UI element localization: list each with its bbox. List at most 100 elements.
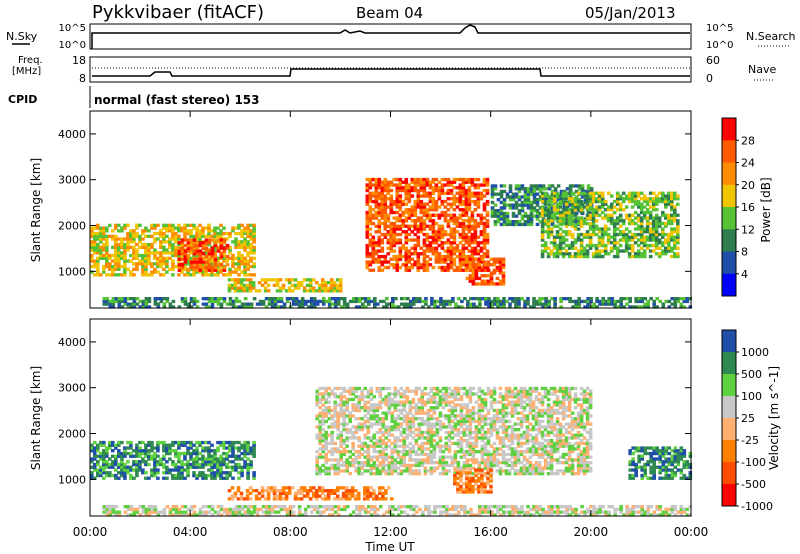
range-time-cell xyxy=(108,302,113,306)
range-time-cell xyxy=(564,249,569,253)
range-time-cell xyxy=(213,273,217,277)
range-time-cell xyxy=(604,299,608,304)
range-time-cell xyxy=(419,263,424,267)
range-time-cell xyxy=(138,462,142,467)
range-time-cell xyxy=(318,436,322,440)
range-time-cell xyxy=(633,252,638,256)
range-time-cell xyxy=(657,241,662,245)
range-time-cell xyxy=(555,246,560,250)
range-time-cell xyxy=(559,192,564,196)
range-time-cell xyxy=(246,462,250,467)
range-time-cell xyxy=(207,440,211,445)
range-time-cell xyxy=(129,465,133,469)
range-time-cell xyxy=(437,232,442,237)
range-time-cell xyxy=(624,197,629,201)
range-time-cell xyxy=(311,494,316,498)
range-time-cell xyxy=(189,446,193,450)
range-time-cell xyxy=(216,440,220,445)
range-time-cell xyxy=(192,243,197,248)
range-time-cell xyxy=(374,205,379,209)
range-time-cell xyxy=(342,297,347,301)
range-time-cell xyxy=(588,199,593,204)
range-time-cell xyxy=(339,439,343,443)
range-time-cell xyxy=(422,252,427,256)
range-time-cell xyxy=(390,414,395,418)
range-time-cell xyxy=(114,226,118,230)
range-time-cell xyxy=(673,299,678,304)
range-time-cell xyxy=(464,180,469,184)
range-time-cell xyxy=(499,217,504,221)
range-time-cell xyxy=(434,230,439,234)
range-time-cell xyxy=(508,198,513,202)
range-time-cell xyxy=(437,252,442,256)
range-time-cell xyxy=(410,194,415,198)
range-time-cell xyxy=(570,232,575,237)
range-time-cell xyxy=(455,221,460,226)
range-time-cell xyxy=(225,256,229,260)
range-time-cell xyxy=(369,491,373,495)
range-time-cell xyxy=(624,241,629,245)
range-time-cell xyxy=(296,281,301,285)
range-time-cell xyxy=(425,183,430,187)
range-time-cell xyxy=(299,497,304,501)
range-time-cell xyxy=(243,454,247,458)
range-time-cell xyxy=(129,234,133,238)
range-time-cell xyxy=(377,257,382,261)
range-time-cell xyxy=(219,305,224,309)
range-time-cell xyxy=(543,210,548,215)
range-time-cell xyxy=(186,468,190,472)
range-time-cell xyxy=(240,262,244,266)
range-time-cell xyxy=(399,400,404,404)
range-time-cell xyxy=(348,411,352,415)
range-time-cell xyxy=(612,246,617,250)
range-time-cell xyxy=(366,428,371,432)
range-time-cell xyxy=(201,446,205,450)
range-time-cell xyxy=(386,238,391,242)
range-time-cell xyxy=(402,447,407,451)
range-time-cell xyxy=(630,243,635,248)
noise-right-tick-top: 10^5 xyxy=(706,23,733,34)
range-time-cell xyxy=(538,214,543,218)
range-time-cell xyxy=(379,299,383,304)
range-time-cell xyxy=(431,197,436,201)
range-time-cell xyxy=(165,299,170,304)
range-time-cell xyxy=(297,299,302,304)
range-time-cell xyxy=(96,256,100,260)
range-time-cell xyxy=(390,397,395,402)
range-time-cell xyxy=(213,297,218,301)
range-time-cell xyxy=(386,191,391,195)
range-time-cell xyxy=(276,299,281,304)
range-time-cell xyxy=(541,187,546,191)
range-time-cell xyxy=(183,462,187,467)
range-time-cell xyxy=(520,297,524,301)
range-time-cell xyxy=(321,299,326,304)
range-time-cell xyxy=(431,246,436,250)
range-time-cell xyxy=(664,197,668,201)
range-time-cell xyxy=(144,248,148,252)
range-time-cell xyxy=(138,451,142,456)
range-time-cell xyxy=(183,267,187,271)
range-time-cell xyxy=(482,177,487,182)
range-time-cell xyxy=(90,259,94,263)
range-time-cell xyxy=(360,422,364,426)
range-time-cell xyxy=(252,231,256,236)
range-time-cell xyxy=(342,469,346,473)
range-time-cell xyxy=(132,299,137,304)
range-time-cell xyxy=(461,202,466,206)
velocity-heatmap xyxy=(90,386,693,517)
range-time-cell xyxy=(401,230,406,234)
range-time-cell xyxy=(562,203,567,207)
range-time-cell xyxy=(186,268,191,272)
range-time-cell xyxy=(299,491,304,495)
range-time-cell xyxy=(332,497,337,501)
range-time-cell xyxy=(342,425,346,429)
range-time-cell xyxy=(380,208,385,212)
range-time-cell xyxy=(526,192,531,196)
range-time-cell xyxy=(440,260,445,264)
range-time-cell xyxy=(410,257,415,261)
range-time-cell xyxy=(532,195,537,199)
range-time-cell xyxy=(231,443,235,447)
range-time-cell xyxy=(305,491,310,495)
range-time-cell xyxy=(422,243,427,248)
range-time-cell xyxy=(342,414,346,418)
